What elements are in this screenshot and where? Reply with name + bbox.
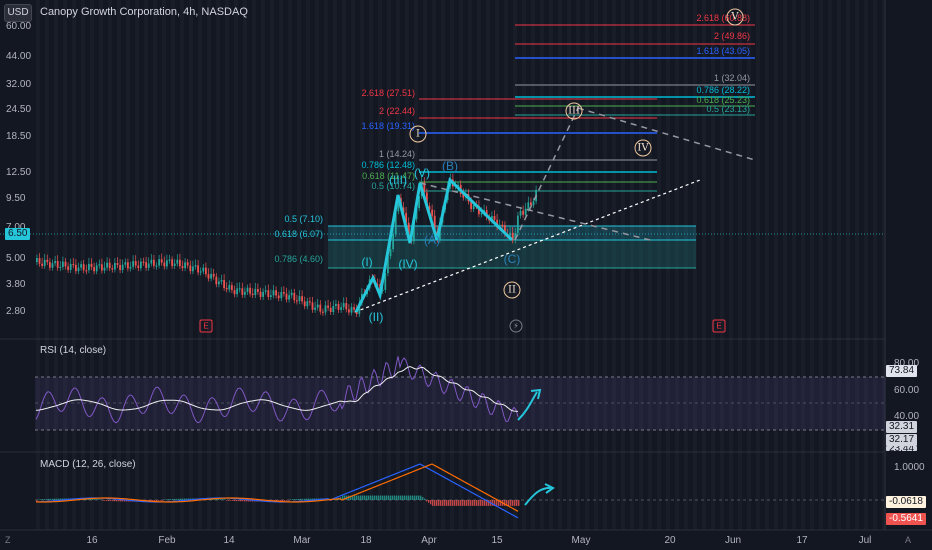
time-label: 20 <box>664 535 676 546</box>
price-label: 7.00 <box>6 222 25 233</box>
zoom-toggle[interactable]: Z <box>5 535 11 545</box>
time-label: 18 <box>360 535 372 546</box>
rsi-ma-tag: 32.17 <box>886 434 918 446</box>
macd-arrow[interactable] <box>524 486 553 506</box>
macd-axis-label: 1.0000 <box>894 462 925 473</box>
price-label: 60.00 <box>6 21 32 32</box>
dividend-icon[interactable]: ⚡ <box>509 319 523 333</box>
fib-label: 0.786 (4.60) <box>274 254 323 264</box>
price-label: 5.00 <box>6 253 26 264</box>
macd-signal-tag: -0.0618 <box>886 496 926 508</box>
fib-label: 2 (22.44) <box>378 106 415 116</box>
time-label: 16 <box>86 535 98 546</box>
wave-label: (C) <box>503 252 521 266</box>
price-label: 2.80 <box>6 306 26 317</box>
macd-hist-tag: -0.5641 <box>886 513 926 525</box>
macd-title[interactable]: MACD (12, 26, close) <box>40 459 136 470</box>
wave-label: (B) <box>442 159 458 173</box>
fib-label: 0.618 (11.47) <box>362 171 415 181</box>
projection-wave-iv[interactable] <box>577 107 756 161</box>
fib-label: 0.5 (10.74) <box>371 181 415 191</box>
time-label: Jul <box>858 535 872 546</box>
time-label: 15 <box>491 535 503 546</box>
fib-upper-lines[interactable] <box>515 24 755 116</box>
rsi-title[interactable]: RSI (14, close) <box>40 345 107 356</box>
time-label: May <box>571 535 591 546</box>
fib-label: 2 (49.86) <box>713 31 750 41</box>
rsi-axis-label: 80.00 <box>894 358 920 369</box>
wave-major-label: II <box>503 281 521 299</box>
macd-arrow-head <box>544 483 555 494</box>
earnings-marker[interactable]: E <box>712 319 726 333</box>
currency-button[interactable]: USD <box>4 4 32 22</box>
price-label: 9.50 <box>6 193 26 204</box>
time-label: 14 <box>223 535 235 546</box>
fib-label: 1.618 (43.05) <box>696 46 750 56</box>
rsi-axis-label: 60.00 <box>894 385 920 396</box>
signal-line <box>36 463 519 512</box>
rsi-arrow-head <box>530 388 542 400</box>
price-candles <box>36 173 537 318</box>
symbol-title: Canopy Growth Corporation, 4h, NASDAQ <box>40 6 248 18</box>
time-label: Feb <box>158 535 176 546</box>
wave-label: (IV) <box>398 257 418 271</box>
wave-major-label: IV <box>634 139 652 157</box>
earnings-marker[interactable]: E <box>199 319 213 333</box>
wave-major-label: V <box>726 8 744 26</box>
wave-major-label: III <box>565 102 583 120</box>
rsi-band-tag: 23.44 <box>886 446 918 451</box>
fib-label: 0.618 (25.23) <box>696 95 750 105</box>
price-label: 44.00 <box>6 51 32 62</box>
rsi-arrow[interactable] <box>517 391 538 421</box>
fib-label: 0.5 (7.10) <box>284 214 323 224</box>
fib-label: 2.618 (27.51) <box>361 88 415 98</box>
fib-label: 0.618 (6.07) <box>274 229 323 239</box>
trendline-support[interactable] <box>354 179 701 313</box>
fib-label: 1.618 (19.31) <box>361 121 415 131</box>
fib-label: 1 (14.24) <box>378 149 415 159</box>
price-label: 18.50 <box>6 131 32 142</box>
time-label: 17 <box>796 535 808 546</box>
rsi-value-tag: 32.31 <box>886 421 918 433</box>
fib-mid-lines[interactable] <box>419 98 657 192</box>
rsi-axis-label: 40.00 <box>894 411 920 422</box>
price-label: 32.00 <box>6 79 32 90</box>
price-label: 3.80 <box>6 279 26 290</box>
rsi-value-tag: 73.84 <box>886 365 918 377</box>
current-price-tag: 6.50 <box>5 228 31 240</box>
fib-label: 0.5 (23.13) <box>706 104 750 114</box>
wave-label: (A) <box>424 233 440 247</box>
wave-label: (V) <box>414 166 430 180</box>
fib-label: 2.618 (60.88) <box>696 13 750 23</box>
price-label: 12.50 <box>6 167 32 178</box>
wave-label: (I) <box>361 255 373 269</box>
rsi-ma-line <box>35 366 519 412</box>
fib-label: 1 (32.04) <box>713 73 750 83</box>
wave-label: (II) <box>368 310 384 324</box>
time-label: Mar <box>293 535 311 546</box>
time-label: Apr <box>421 535 437 546</box>
price-label: 24.50 <box>6 104 32 115</box>
time-label: Jun <box>724 535 742 546</box>
fib-label: 0.786 (12.48) <box>361 160 415 170</box>
projection-wave-iii[interactable] <box>514 107 579 241</box>
macd-line <box>36 463 519 519</box>
wave-major-label: I <box>409 125 427 143</box>
auto-scale-toggle[interactable]: A <box>905 535 912 545</box>
wave-label: (III) <box>389 173 407 187</box>
elliott-wave-path[interactable] <box>354 177 514 313</box>
fib-label: 0.786 (28.22) <box>696 85 750 95</box>
